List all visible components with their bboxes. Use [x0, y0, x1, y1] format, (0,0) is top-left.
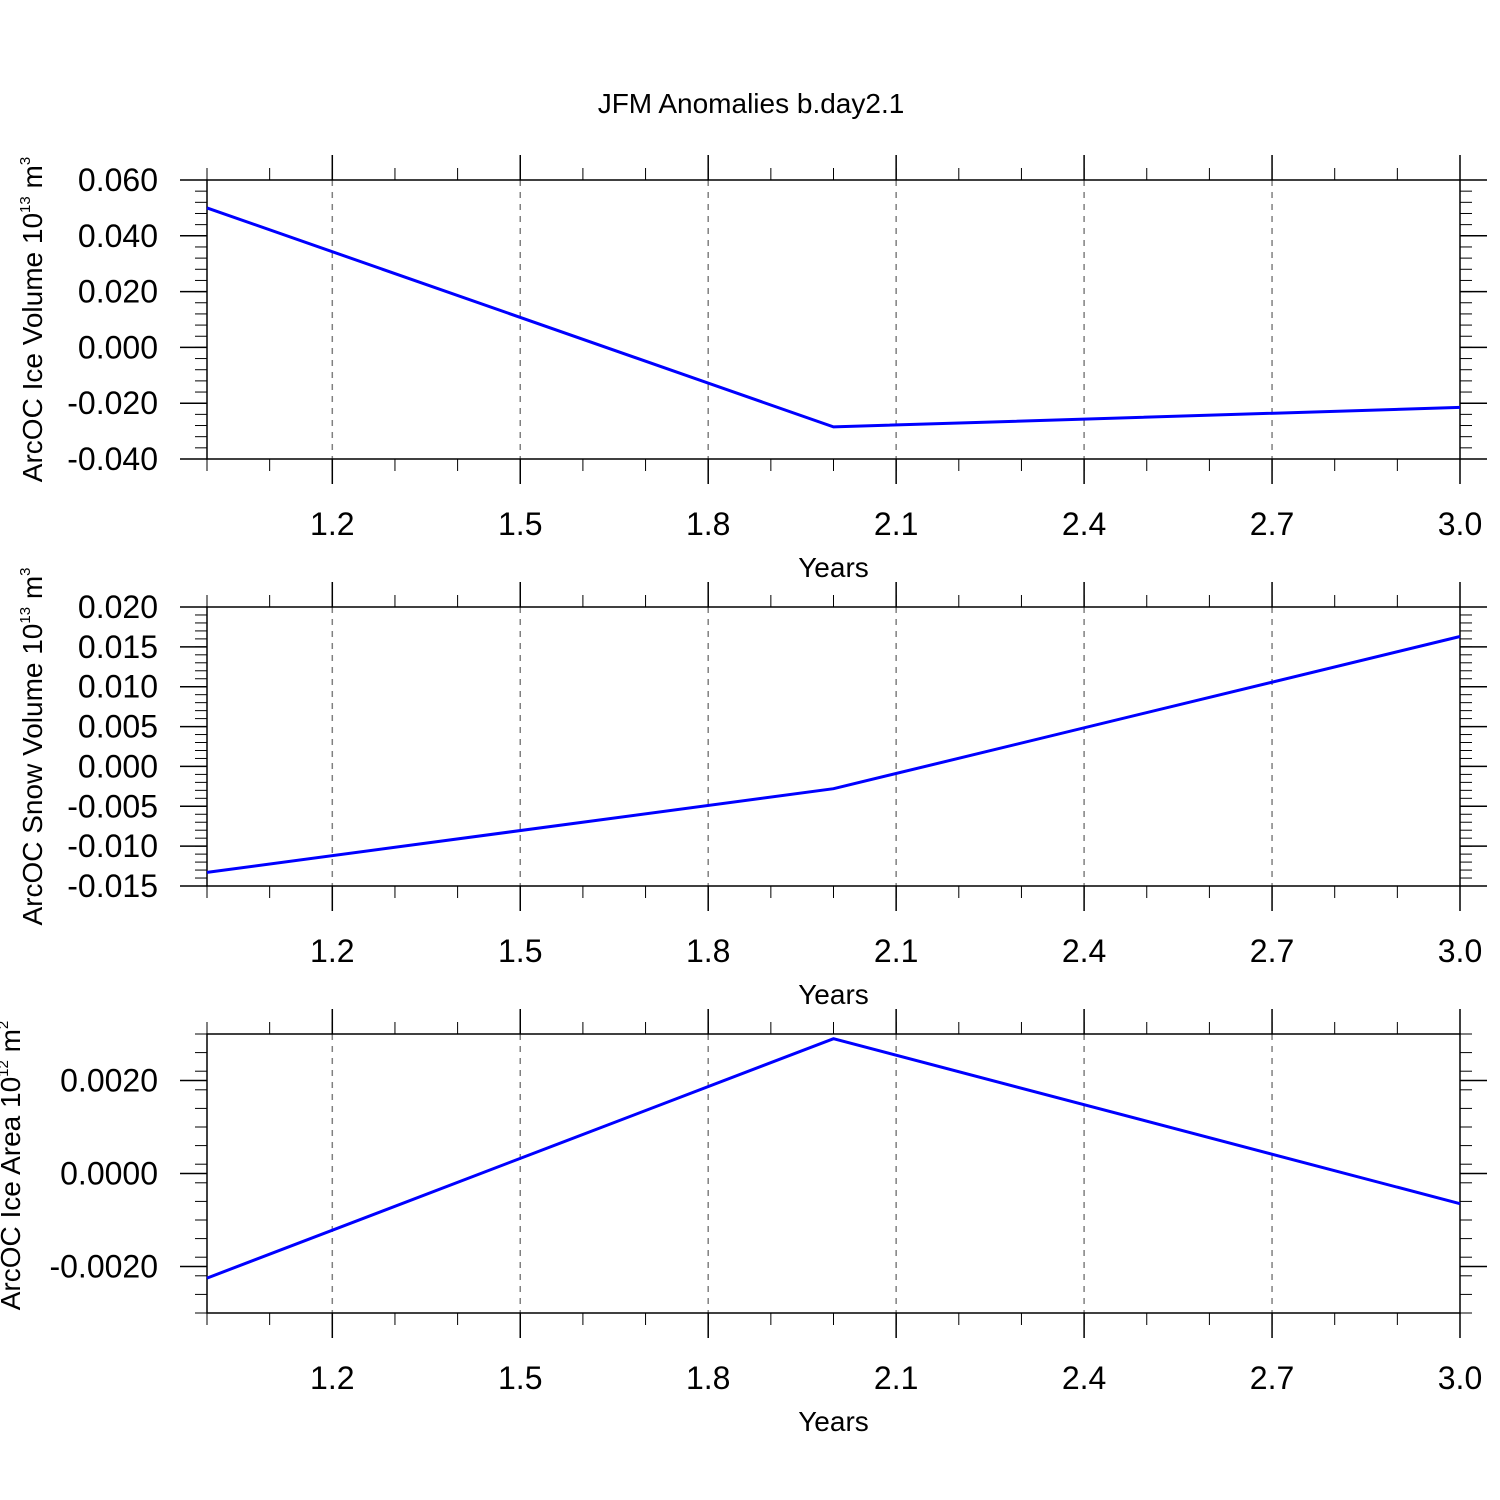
x-tick-label: 1.5 — [498, 1360, 542, 1396]
x-tick-label: 2.7 — [1250, 1360, 1294, 1396]
y-tick-label: -0.040 — [67, 441, 158, 477]
x-axis-label: Years — [798, 1406, 869, 1437]
y-tick-label: -0.0020 — [49, 1249, 158, 1285]
x-tick-label: 2.4 — [1062, 933, 1106, 969]
y-tick-label: -0.010 — [67, 828, 158, 864]
y-tick-label: 0.020 — [78, 274, 158, 310]
y-axis-label: ArcOC Ice Area 1012 m2 — [0, 1021, 26, 1311]
x-tick-label: 1.8 — [686, 506, 730, 542]
x-tick-label: 1.2 — [310, 506, 354, 542]
x-tick-label: 3.0 — [1438, 506, 1482, 542]
y-tick-label: 0.000 — [78, 329, 158, 365]
x-tick-label: 2.7 — [1250, 933, 1294, 969]
plot-frame — [206, 179, 1461, 460]
x-axis-label: Years — [798, 552, 869, 583]
x-tick-label: 2.7 — [1250, 506, 1294, 542]
y-tick-label: 0.010 — [78, 669, 158, 705]
x-tick-label: 2.1 — [874, 506, 918, 542]
y-tick-label: -0.015 — [67, 868, 158, 904]
y-tick-label: -0.020 — [67, 385, 158, 421]
y-tick-label: 0.0000 — [60, 1156, 158, 1192]
y-tick-label: 0.0020 — [60, 1063, 158, 1099]
x-tick-label: 1.2 — [310, 1360, 354, 1396]
panel-2: 1.2 1.5 1.8 2.1 2.4 2.7 3.0 0.020 0.015 0.010 0.00… — [17, 567, 1487, 1010]
chart-title: JFM Anomalies b.day2.1 — [598, 88, 905, 119]
panel-3: 1.2 1.5 1.8 2.1 2.4 2.7 3.0 0.0020 0.0000 -0.0020… — [0, 1009, 1487, 1437]
y-axis-label: ArcOC Ice Volume 1013 m3 — [17, 157, 48, 482]
y-tick-label: 0.005 — [78, 709, 158, 745]
x-tick-label: 1.8 — [686, 1360, 730, 1396]
plot-frame — [206, 1033, 1461, 1314]
chart-panels: 1.2 1.5 1.8 2.1 2.4 2.7 3.0 0.060 0.040 0.020 0.00… — [0, 155, 1487, 1437]
x-tick-label: 2.1 — [874, 1360, 918, 1396]
x-tick-label: 1.2 — [310, 933, 354, 969]
x-tick-label: 3.0 — [1438, 933, 1482, 969]
y-axis-label: ArcOC Snow Volume 1013 m3 — [17, 567, 48, 925]
y-tick-label: -0.005 — [67, 788, 158, 824]
x-tick-label: 1.5 — [498, 506, 542, 542]
y-tick-label: 0.020 — [78, 589, 158, 625]
data-line — [206, 635, 1461, 874]
y-tick-label: 0.040 — [78, 218, 158, 254]
y-tick-label: 0.060 — [78, 162, 158, 198]
x-tick-label: 1.5 — [498, 933, 542, 969]
x-tick-label: 2.4 — [1062, 1360, 1106, 1396]
x-tick-label: 3.0 — [1438, 1360, 1482, 1396]
data-line — [206, 206, 1461, 429]
x-tick-label: 2.4 — [1062, 506, 1106, 542]
panel-1: 1.2 1.5 1.8 2.1 2.4 2.7 3.0 0.060 0.040 0.020 0.00… — [17, 155, 1487, 583]
x-tick-label: 1.8 — [686, 933, 730, 969]
plot-frame — [206, 606, 1461, 887]
y-tick-label: 0.015 — [78, 629, 158, 665]
x-axis-label: Years — [798, 979, 869, 1010]
x-tick-label: 2.1 — [874, 933, 918, 969]
y-tick-label: 0.000 — [78, 748, 158, 784]
data-line — [206, 1037, 1461, 1280]
